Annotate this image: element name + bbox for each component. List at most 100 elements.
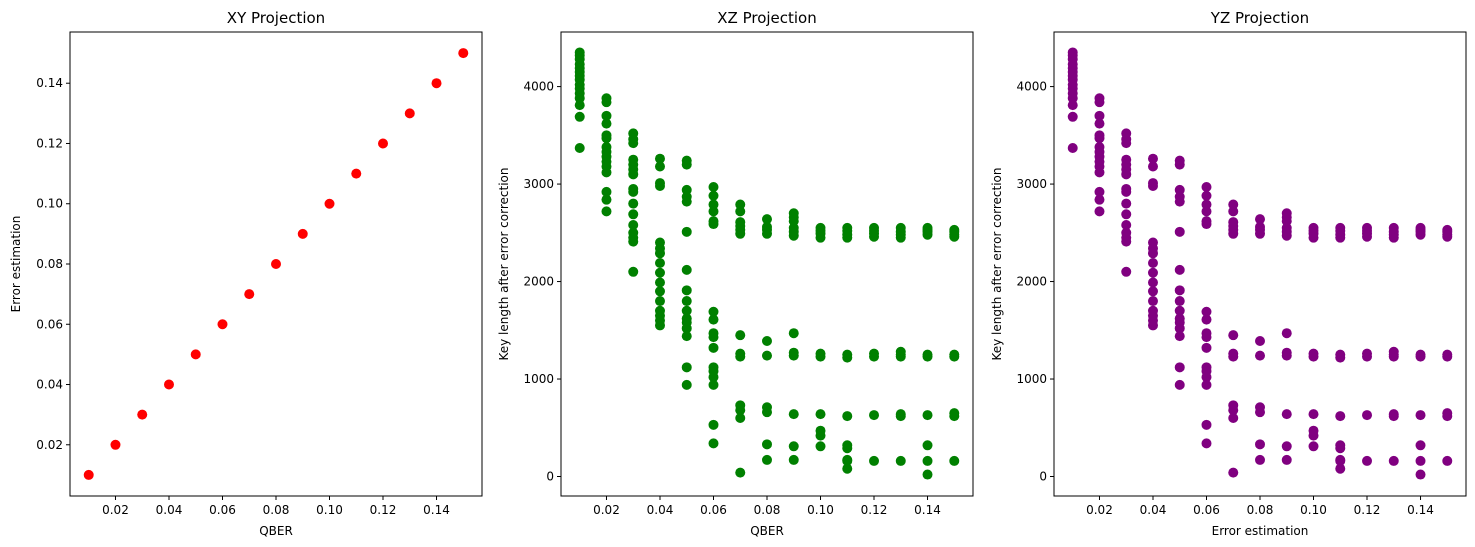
data-point <box>842 222 853 233</box>
data-point <box>1094 186 1105 197</box>
x-tick-label: 0.12 <box>370 503 397 517</box>
y-tick-label: 0.06 <box>36 317 63 331</box>
data-point <box>788 208 799 219</box>
data-point <box>1281 328 1292 339</box>
data-point <box>735 400 746 411</box>
data-point <box>762 402 772 413</box>
data-point <box>708 314 719 325</box>
y-tick-label: 0 <box>546 470 554 484</box>
data-point <box>1281 409 1292 420</box>
data-point <box>1147 153 1158 164</box>
data-point <box>1415 349 1426 360</box>
data-point <box>1094 130 1105 141</box>
data-point <box>1255 221 1265 232</box>
data-point <box>842 454 853 465</box>
data-point <box>1228 217 1239 228</box>
data-point <box>601 206 612 217</box>
data-point <box>1174 285 1185 296</box>
data-point <box>654 277 665 288</box>
data-point <box>654 153 665 164</box>
data-point <box>378 138 389 149</box>
chart-title-yz: YZ Projection <box>1210 9 1309 27</box>
x-tick-label: 0.04 <box>1140 503 1167 517</box>
y-ticks-xz: 0 1000 2000 3000 4000 <box>523 80 561 484</box>
data-point <box>922 440 933 451</box>
data-point <box>788 454 799 465</box>
data-point <box>1281 441 1292 452</box>
data-point <box>654 296 665 307</box>
data-point <box>601 93 612 104</box>
x-ticks-xz: 0.02 0.04 0.06 0.08 0.10 0.12 0.14 <box>593 496 941 517</box>
data-point <box>1228 348 1239 359</box>
data-point <box>1174 313 1185 324</box>
data-point <box>869 348 880 359</box>
x-axis-label-xy: QBER <box>259 524 293 538</box>
data-point <box>628 198 639 209</box>
data-point <box>1281 454 1292 465</box>
data-point <box>1362 410 1373 421</box>
data-point <box>601 142 612 153</box>
data-point <box>895 455 906 466</box>
data-point <box>1362 222 1373 233</box>
x-ticks-yz: 0.02 0.04 0.06 0.08 0.10 0.12 0.14 <box>1086 496 1434 517</box>
data-point <box>1147 161 1158 172</box>
data-point <box>681 184 692 195</box>
y-tick-label: 4000 <box>1016 80 1047 94</box>
data-point <box>842 411 853 422</box>
data-point <box>1335 222 1346 233</box>
x-tick-label: 0.14 <box>423 503 450 517</box>
data-point <box>1255 454 1265 465</box>
data-point <box>681 305 692 316</box>
data-point <box>842 349 853 360</box>
x-tick-label: 0.06 <box>700 503 727 517</box>
data-point <box>1147 277 1158 288</box>
data-point <box>1201 306 1212 317</box>
data-point <box>1308 425 1319 436</box>
data-point <box>1147 258 1158 269</box>
data-point <box>1121 266 1132 277</box>
data-point <box>1308 409 1319 420</box>
y-tick-label: 1000 <box>1016 372 1047 386</box>
data-point <box>842 463 853 474</box>
data-point <box>351 168 362 179</box>
chart-title-xy: XY Projection <box>227 9 325 27</box>
data-point <box>110 439 121 450</box>
data-point <box>1174 155 1185 166</box>
data-point <box>1442 224 1453 235</box>
data-point <box>1255 350 1265 361</box>
y-tick-label: 0.12 <box>36 136 63 150</box>
x-tick-label: 0.10 <box>807 503 834 517</box>
data-point <box>601 194 612 205</box>
data-point <box>815 348 826 359</box>
panel-xz: XZ Projection QBER Key length after erro… <box>497 9 974 538</box>
data-point <box>271 259 281 269</box>
data-point <box>1388 409 1399 420</box>
data-point <box>949 455 960 466</box>
data-point <box>1094 206 1105 217</box>
data-point <box>83 469 94 480</box>
data-point <box>735 199 746 210</box>
data-point <box>1201 342 1212 353</box>
data-point <box>1415 469 1426 480</box>
data-point <box>1255 402 1265 413</box>
data-point <box>628 209 639 220</box>
data-point <box>708 342 719 353</box>
data-point <box>708 438 719 449</box>
data-point <box>1067 111 1078 122</box>
data-point <box>708 199 719 210</box>
data-point <box>1121 198 1132 209</box>
data-point <box>681 264 692 275</box>
data-point <box>1388 455 1399 466</box>
panel-yz: YZ Projection Error estimation Key lengt… <box>990 9 1467 538</box>
data-point <box>1174 379 1185 390</box>
data-point <box>1174 184 1185 195</box>
data-point <box>654 161 665 172</box>
data-point <box>1362 348 1373 359</box>
data-point <box>654 178 665 189</box>
data-point <box>1388 222 1399 233</box>
data-point <box>1147 267 1158 278</box>
x-axis-label-xz: QBER <box>750 524 784 538</box>
data-point <box>1147 296 1158 307</box>
data-point <box>1067 143 1078 153</box>
